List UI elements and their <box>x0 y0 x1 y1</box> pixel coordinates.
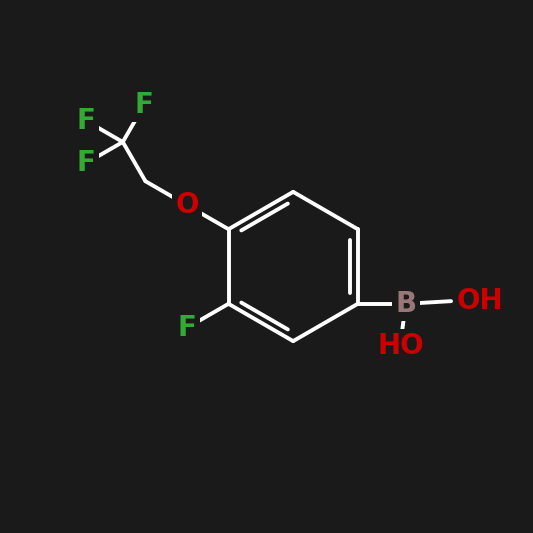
Text: HO: HO <box>377 333 424 360</box>
Text: O: O <box>175 191 199 219</box>
Text: F: F <box>76 149 95 177</box>
Text: F: F <box>135 91 154 119</box>
Text: F: F <box>76 107 95 135</box>
Text: F: F <box>177 314 197 342</box>
Text: OH: OH <box>456 287 503 315</box>
Text: B: B <box>395 290 416 318</box>
